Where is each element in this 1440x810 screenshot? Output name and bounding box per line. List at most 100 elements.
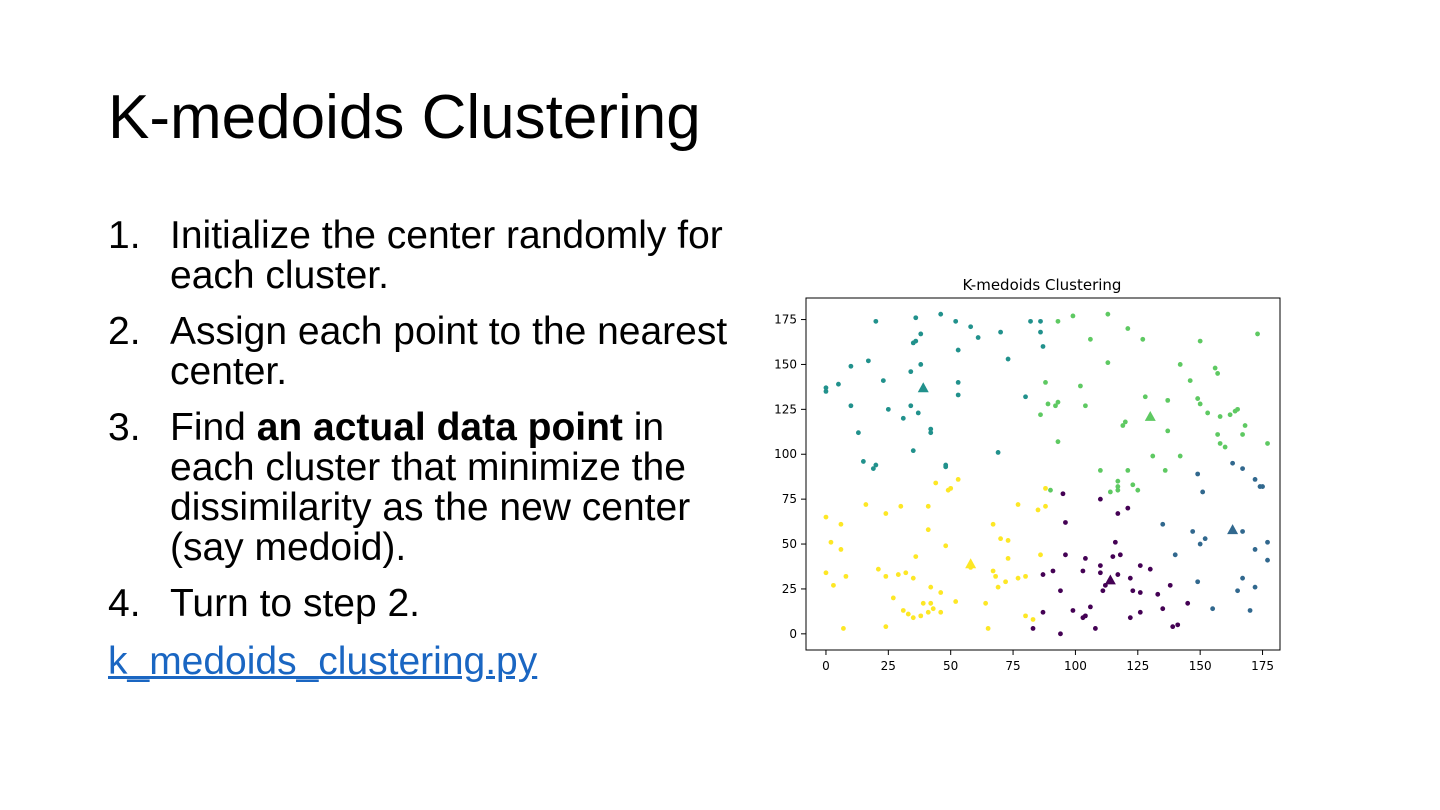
data-point [928, 584, 934, 590]
data-point [1240, 575, 1245, 581]
data-point [1177, 362, 1183, 367]
steps-list: 1. Initialize the center randomly for ea… [108, 216, 728, 640]
data-point [1197, 401, 1203, 407]
data-point [1197, 541, 1203, 547]
y-tick-label: 75 [782, 492, 797, 506]
data-point [1107, 489, 1113, 495]
data-point [1127, 575, 1133, 581]
data-point [1117, 552, 1123, 558]
data-point [1210, 606, 1216, 612]
data-point [943, 543, 949, 549]
data-point [848, 363, 854, 369]
data-point [1195, 579, 1201, 585]
y-tick-label: 175 [774, 313, 797, 327]
data-point [1088, 336, 1093, 342]
y-tick-label: 125 [774, 402, 797, 416]
data-point [1058, 631, 1063, 637]
data-point [1242, 423, 1248, 428]
step-number: 4. [108, 582, 141, 625]
data-point [1172, 552, 1178, 558]
data-point [1110, 554, 1116, 560]
data-point [883, 624, 889, 630]
data-point [968, 324, 974, 330]
data-point [910, 340, 916, 346]
y-tick-label: 50 [782, 537, 797, 551]
data-point [930, 606, 936, 612]
data-point [1055, 399, 1061, 405]
data-point [883, 511, 889, 516]
step-text-bold: an actual data point [256, 406, 623, 449]
data-point [1038, 318, 1043, 324]
data-point [1045, 401, 1051, 407]
data-point [983, 600, 989, 606]
data-point [955, 347, 961, 353]
data-point [1083, 556, 1088, 561]
data-point [1070, 608, 1076, 613]
x-tick-label: 150 [1189, 659, 1212, 673]
axis-ticks: 0 25 50 75 100 125 150 175 0 25 50 75 100 125 150 175 [774, 313, 1274, 673]
data-points [823, 311, 1270, 637]
data-point [1217, 414, 1223, 419]
data-point [998, 329, 1003, 335]
data-point [1147, 566, 1153, 572]
data-point [1097, 563, 1103, 568]
data-point [1040, 344, 1046, 349]
x-tick-label: 75 [1005, 659, 1020, 673]
data-point [828, 539, 834, 545]
data-point [1167, 582, 1173, 588]
data-point [915, 410, 921, 416]
data-point [895, 572, 901, 577]
step-item: 3. Find an actual data point in each clu… [108, 408, 728, 568]
data-point [860, 459, 866, 464]
data-point [1028, 318, 1033, 324]
data-point [1120, 423, 1126, 428]
y-tick-label: 0 [789, 627, 797, 641]
data-point [883, 573, 889, 579]
data-point [1035, 507, 1041, 513]
plot-frame [805, 297, 1281, 651]
data-point [1100, 588, 1106, 594]
data-point [1175, 622, 1181, 628]
x-tick-label: 125 [1126, 659, 1149, 673]
data-point [995, 450, 1001, 455]
data-point [1112, 539, 1118, 545]
data-point [843, 573, 849, 579]
data-point [1252, 547, 1258, 552]
data-point [995, 584, 1001, 590]
data-point [1023, 613, 1028, 619]
step-text: Initialize the center randomly for each … [170, 214, 723, 297]
data-point [863, 502, 869, 507]
data-point [925, 527, 931, 533]
data-point [938, 590, 944, 595]
data-point [1205, 410, 1211, 416]
medoid-marker [1227, 524, 1239, 535]
data-point [1125, 505, 1131, 511]
data-point [1105, 360, 1111, 366]
data-point [1240, 529, 1245, 534]
data-point [1048, 487, 1053, 493]
script-file-link[interactable]: k_medoids_clustering.py [108, 640, 538, 683]
data-point [1070, 313, 1076, 319]
data-point [1137, 590, 1143, 595]
data-point [910, 615, 916, 621]
data-point [1125, 468, 1131, 473]
data-point [1038, 329, 1043, 335]
data-point [1130, 588, 1136, 594]
data-point [1187, 378, 1193, 384]
data-point [823, 385, 829, 391]
data-point [1200, 489, 1206, 495]
data-point [1202, 536, 1208, 542]
medoid-marker [917, 382, 929, 393]
data-point [1150, 453, 1156, 459]
data-point [1235, 406, 1240, 412]
step-text-before: Find [170, 406, 257, 449]
data-point [1125, 326, 1131, 331]
data-point [1235, 588, 1240, 594]
data-point [1230, 460, 1235, 466]
data-point [865, 358, 871, 364]
data-point [1058, 588, 1063, 594]
data-point [918, 331, 924, 337]
medoid-marker [1104, 574, 1116, 585]
y-tick-label: 100 [774, 447, 797, 461]
data-point [993, 573, 998, 579]
